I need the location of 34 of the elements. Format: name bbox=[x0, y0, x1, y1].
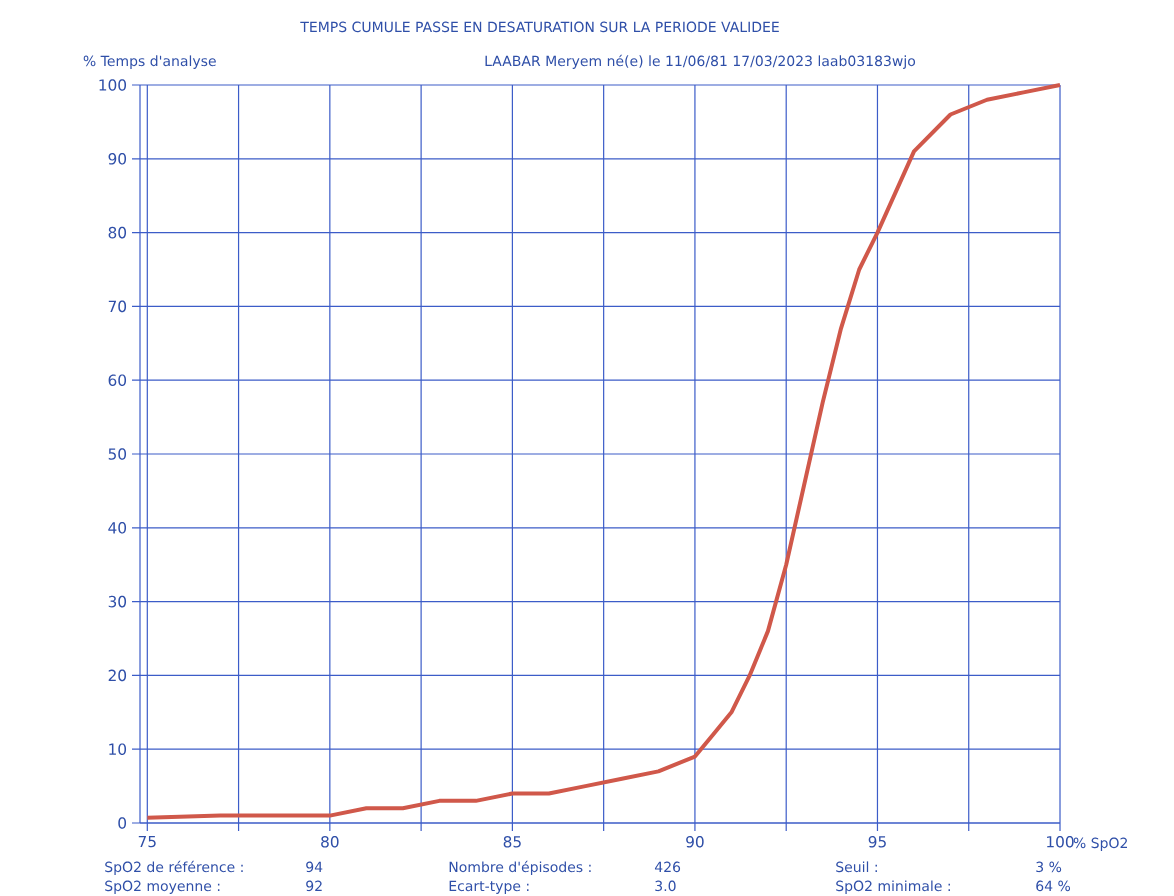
y-tick-label: 100 bbox=[99, 79, 127, 91]
text: 64 % bbox=[1036, 880, 1071, 892]
text: Nombre d'épisodes : bbox=[449, 860, 591, 875]
text: 3.0 bbox=[655, 880, 676, 892]
chart-title: TEMPS CUMULE PASSE EN DESATURATION SUR LA PERIODE VALIDEE bbox=[300, 21, 779, 33]
text: 3 % bbox=[1036, 861, 1062, 873]
y-tick-label: 70 bbox=[108, 300, 127, 313]
text: SpO2 de référence : bbox=[105, 860, 243, 875]
text: SpO2 moyenne : bbox=[105, 880, 220, 894]
x-tick-label: 90 bbox=[686, 835, 704, 848]
y-tick-label: 30 bbox=[108, 595, 127, 608]
y-tick-label: 50 bbox=[108, 448, 127, 460]
y-tick-label: 10 bbox=[109, 743, 127, 755]
y-tick-label: 0 bbox=[118, 817, 127, 829]
x-tick-label: 85 bbox=[503, 835, 521, 848]
text: 426 bbox=[654, 861, 681, 873]
text: Seuil : bbox=[836, 861, 877, 873]
line-series bbox=[145, 82, 1063, 820]
chart-subtitle: LAABAR Meryem né(e) le 11/06/81 17/03/2023 laab03183wjo bbox=[485, 54, 916, 69]
y-tick-label: 20 bbox=[108, 669, 127, 682]
text: 94 bbox=[306, 861, 323, 873]
y-tick-label: 60 bbox=[108, 374, 127, 386]
y-axis-title: % Temps d'analyse bbox=[83, 55, 216, 69]
text: 92 bbox=[306, 880, 322, 892]
x-tick-label: 75 bbox=[138, 835, 156, 848]
y-tick-label: 90 bbox=[108, 153, 127, 165]
x-tick-label: 100 bbox=[1047, 835, 1074, 848]
x-axis-title: % SpO2 bbox=[1073, 837, 1127, 851]
y-tick-label: 80 bbox=[108, 226, 127, 239]
y-tick-label: 40 bbox=[108, 522, 127, 534]
text: Ecart-type : bbox=[449, 880, 529, 894]
text: SpO2 minimale : bbox=[836, 880, 950, 894]
x-tick-label: 80 bbox=[321, 835, 339, 848]
x-tick-label: 95 bbox=[868, 835, 886, 848]
